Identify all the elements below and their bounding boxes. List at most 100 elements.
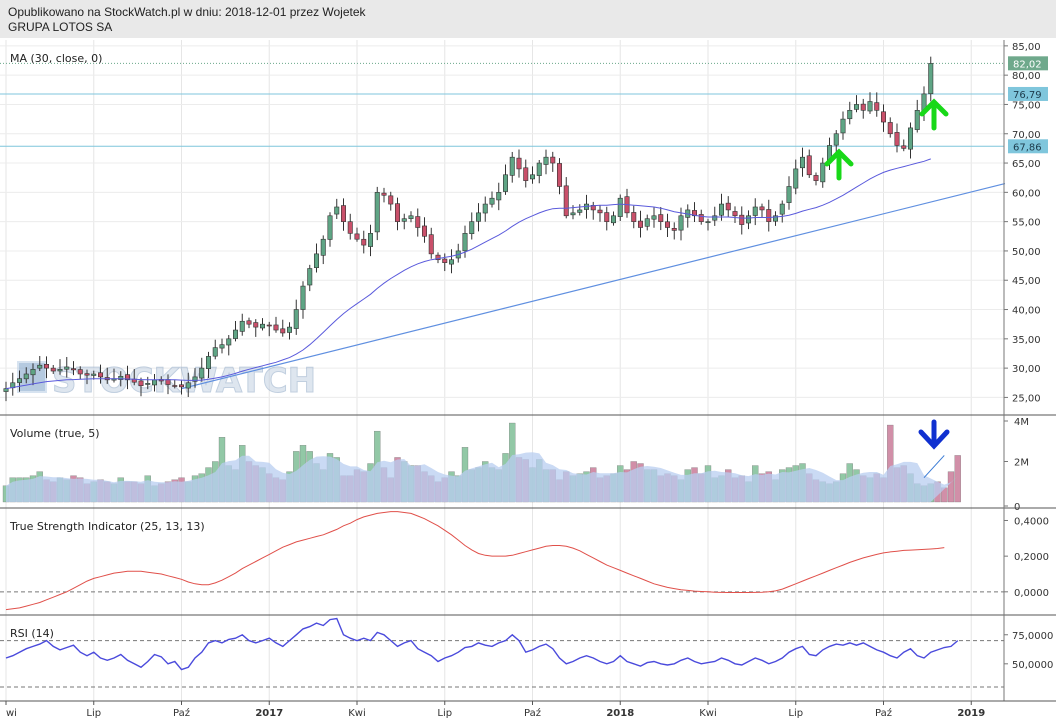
- arrow-head: [918, 429, 950, 450]
- chart-header: Opublikowano na StockWatch.pl w dniu: 20…: [0, 0, 1056, 38]
- rsi-tick-label-1: 50,0000: [1012, 660, 1053, 671]
- candle-body: [570, 212, 576, 216]
- candle-body: [239, 320, 245, 332]
- candle-body: [631, 212, 637, 222]
- candle-body: [3, 388, 9, 392]
- candle-body: [71, 368, 77, 371]
- price-tick-label-9: 40,00: [1012, 306, 1041, 317]
- candle-body: [64, 366, 70, 370]
- candle-body: [84, 373, 90, 376]
- candle-body: [313, 253, 319, 268]
- price-tick-label-11: 30,00: [1012, 364, 1041, 375]
- candle-body: [98, 372, 104, 378]
- candle-body: [37, 364, 43, 369]
- up-arrow-icon-2: [919, 98, 949, 131]
- candle-body: [125, 374, 131, 381]
- x-tick-label-2: Paź: [173, 707, 190, 719]
- tsi-tick-label-2: 0,0000: [1014, 588, 1049, 599]
- candle-body: [604, 212, 610, 222]
- candle-body: [16, 378, 22, 383]
- level-badge-label-0: 82,02: [1013, 59, 1042, 70]
- candle-body: [30, 368, 36, 376]
- candle-body: [212, 347, 218, 357]
- x-tick-label-9: Lip: [788, 708, 803, 719]
- candle-body: [543, 156, 549, 165]
- x-tick-label-1: Lip: [86, 708, 101, 719]
- candle-body: [138, 380, 144, 387]
- up-arrow-icon-1: [824, 148, 854, 181]
- candle-body: [718, 203, 724, 216]
- candle-body: [523, 167, 529, 181]
- candle-body: [179, 384, 185, 388]
- price-tick-label-4: 65,00: [1012, 159, 1041, 170]
- candle-body: [556, 163, 562, 187]
- candle-body: [853, 104, 859, 110]
- candle-body: [644, 218, 650, 227]
- candle-body: [536, 162, 542, 176]
- candle-body: [779, 203, 785, 215]
- candle-body: [354, 233, 360, 240]
- candle-body: [887, 122, 893, 135]
- candle-body: [664, 221, 670, 228]
- candle-body: [651, 215, 657, 220]
- candle-body: [91, 373, 97, 376]
- candle-body: [847, 110, 853, 120]
- candle-body: [840, 118, 846, 134]
- candle-body: [23, 373, 29, 380]
- candle-body: [361, 238, 367, 246]
- candle-body: [233, 329, 239, 339]
- volume-bar: [954, 455, 961, 503]
- stock-chart: 85,00 80,00 75,00 70,00 65,00 60,00 55,00 50,00…: [0, 40, 1056, 719]
- candle-body: [907, 127, 913, 150]
- candle-body: [577, 209, 583, 213]
- volume-average-area: [6, 452, 958, 502]
- candle-body: [820, 162, 826, 183]
- candle-body: [435, 254, 441, 261]
- x-tick-label-11: 2019: [957, 708, 985, 719]
- x-tick-label-8: Kwi: [699, 708, 717, 719]
- candle-body: [671, 228, 677, 231]
- stockwatch-watermark-logo: STOCKWATCH: [17, 361, 317, 402]
- candle-body: [833, 133, 839, 146]
- candle-body: [259, 323, 265, 329]
- candle-body: [246, 320, 252, 325]
- candle-body: [43, 364, 49, 369]
- candle-body: [698, 214, 704, 222]
- price-tick-label-1: 80,00: [1012, 71, 1041, 82]
- candle-body: [894, 132, 900, 146]
- candle-body: [394, 203, 400, 222]
- candle-body: [928, 63, 934, 95]
- x-tick-label-10: Paź: [875, 707, 892, 719]
- candle-body: [563, 185, 569, 217]
- candle-body: [732, 211, 738, 217]
- candle-body: [610, 215, 616, 224]
- candle-body: [280, 328, 286, 334]
- candle-body: [347, 221, 353, 234]
- candle-body: [529, 174, 535, 180]
- candle-body: [745, 215, 751, 224]
- candle-body: [293, 309, 299, 329]
- candle-body: [462, 233, 468, 252]
- candle-body: [266, 324, 272, 327]
- candle-body: [766, 209, 772, 222]
- level-badge-label-2: 67,86: [1013, 142, 1042, 153]
- rsi-indicator-label: RSI (14): [10, 627, 54, 640]
- x-tick-label-0: wi: [6, 708, 17, 719]
- volume-indicator-label: Volume (true, 5): [10, 427, 100, 440]
- candle-body: [712, 215, 718, 221]
- candle-body: [516, 157, 522, 170]
- candle-body: [300, 285, 306, 310]
- x-tick-label-3: 2017: [255, 708, 283, 719]
- x-tick-label-7: 2018: [606, 708, 634, 719]
- candle-body: [874, 102, 880, 111]
- candle-body: [192, 376, 198, 382]
- candle-body: [489, 197, 495, 205]
- volume-bar: [947, 471, 955, 503]
- candle-body: [678, 215, 684, 231]
- candle-body: [307, 268, 313, 286]
- candle-body: [381, 192, 387, 196]
- level-badge-0: [1008, 56, 1048, 71]
- candle-body: [50, 367, 56, 372]
- candle-body: [172, 385, 178, 387]
